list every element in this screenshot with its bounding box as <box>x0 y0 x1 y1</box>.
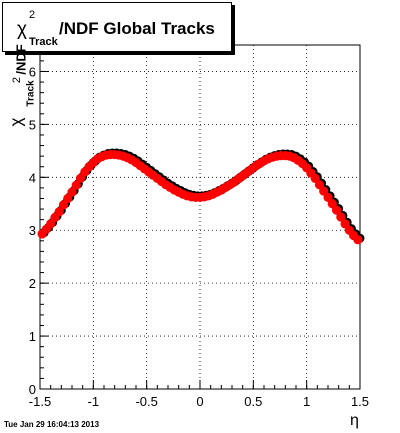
timestamp: Tue Jan 29 16:04:13 2013 <box>4 420 100 429</box>
data-point <box>67 187 77 197</box>
y-tick-label: 6 <box>29 64 36 79</box>
y-tick-label: 3 <box>29 223 36 238</box>
chart-title: χ 2 Track /NDF Global Tracks <box>2 2 232 52</box>
ylabel-text: /NDF <box>13 44 29 75</box>
y-tick-label: 1 <box>29 329 36 344</box>
y-tick-label: 5 <box>29 117 36 132</box>
ylabel-chi: χ <box>6 117 26 127</box>
x-tick-label: 0 <box>196 394 203 409</box>
grid-lines <box>40 45 360 389</box>
data-points <box>37 148 365 245</box>
data-point <box>353 235 363 245</box>
data-point <box>54 207 64 217</box>
data-point <box>331 205 342 215</box>
data-point <box>336 212 346 222</box>
y-tick-label: 2 <box>29 276 36 291</box>
y-tick-label: 0 <box>29 382 36 397</box>
title-subscript: Track <box>29 36 58 48</box>
x-tick-label: 1 <box>303 394 310 409</box>
title-chi: χ <box>17 19 27 40</box>
x-tick-label: 0.5 <box>244 394 262 409</box>
ylabel-sub: Track <box>25 80 37 107</box>
ylabel-sup: 2 <box>11 76 24 84</box>
y-tick-label: 4 <box>29 170 36 185</box>
x-tick-label: -1.5 <box>29 394 51 409</box>
title-text: /NDF Global Tracks <box>59 19 215 38</box>
x-tick-label: 1.5 <box>351 394 369 409</box>
x-tick-label: -0.5 <box>135 394 157 409</box>
x-axis-label: η <box>350 412 359 429</box>
axes: -1.5 -1 -0.5 0 0.5 1 1.5 0 1 2 3 4 5 6 <box>29 44 369 409</box>
x-tick-label: -1 <box>88 394 100 409</box>
data-point <box>71 180 81 190</box>
y-axis-label: 2 χ Track /NDF <box>4 44 36 152</box>
title-superscript: 2 <box>29 9 36 21</box>
